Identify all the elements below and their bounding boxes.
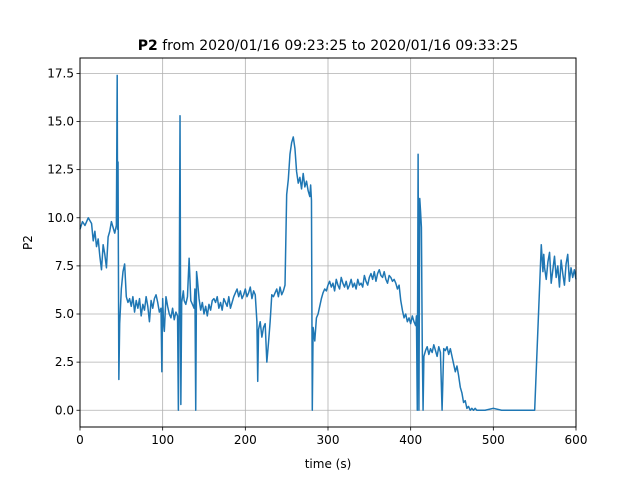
chart-title: P2 from 2020/01/16 09:23:25 to 2020/01/1… [138,38,519,54]
plot-area [79,74,577,411]
y-tick-label: 12.5 [47,163,74,177]
y-tick-label: 5.0 [55,307,74,321]
x-tick-label: 100 [151,433,174,447]
x-tick-label: 0 [76,433,84,447]
x-tick-label: 400 [399,433,422,447]
y-tick-label: 17.5 [47,66,74,80]
chart-title-rest: from 2020/01/16 09:23:25 to 2020/01/16 0… [158,38,518,54]
series-line-0 [79,74,577,411]
x-tick-label: 500 [482,433,505,447]
y-tick-label: 7.5 [55,259,74,273]
x-tick-label: 200 [234,433,257,447]
chart-title-bold: P2 [138,38,158,54]
y-axis-label: P2 [21,235,35,250]
y-axis: 0.0 2.5 5.0 7.5 10.0 12.5 15.0 17.5 [47,66,80,417]
x-axis-label: time (s) [305,457,352,471]
y-tick-label: 15.0 [47,115,74,129]
y-tick-label: 10.0 [47,211,74,225]
y-tick-label: 2.5 [55,355,74,369]
x-axis: 0 100 200 300 400 500 600 [76,427,587,447]
x-tick-label: 300 [317,433,340,447]
x-tick-label: 600 [565,433,588,447]
y-tick-label: 0.0 [55,403,74,417]
